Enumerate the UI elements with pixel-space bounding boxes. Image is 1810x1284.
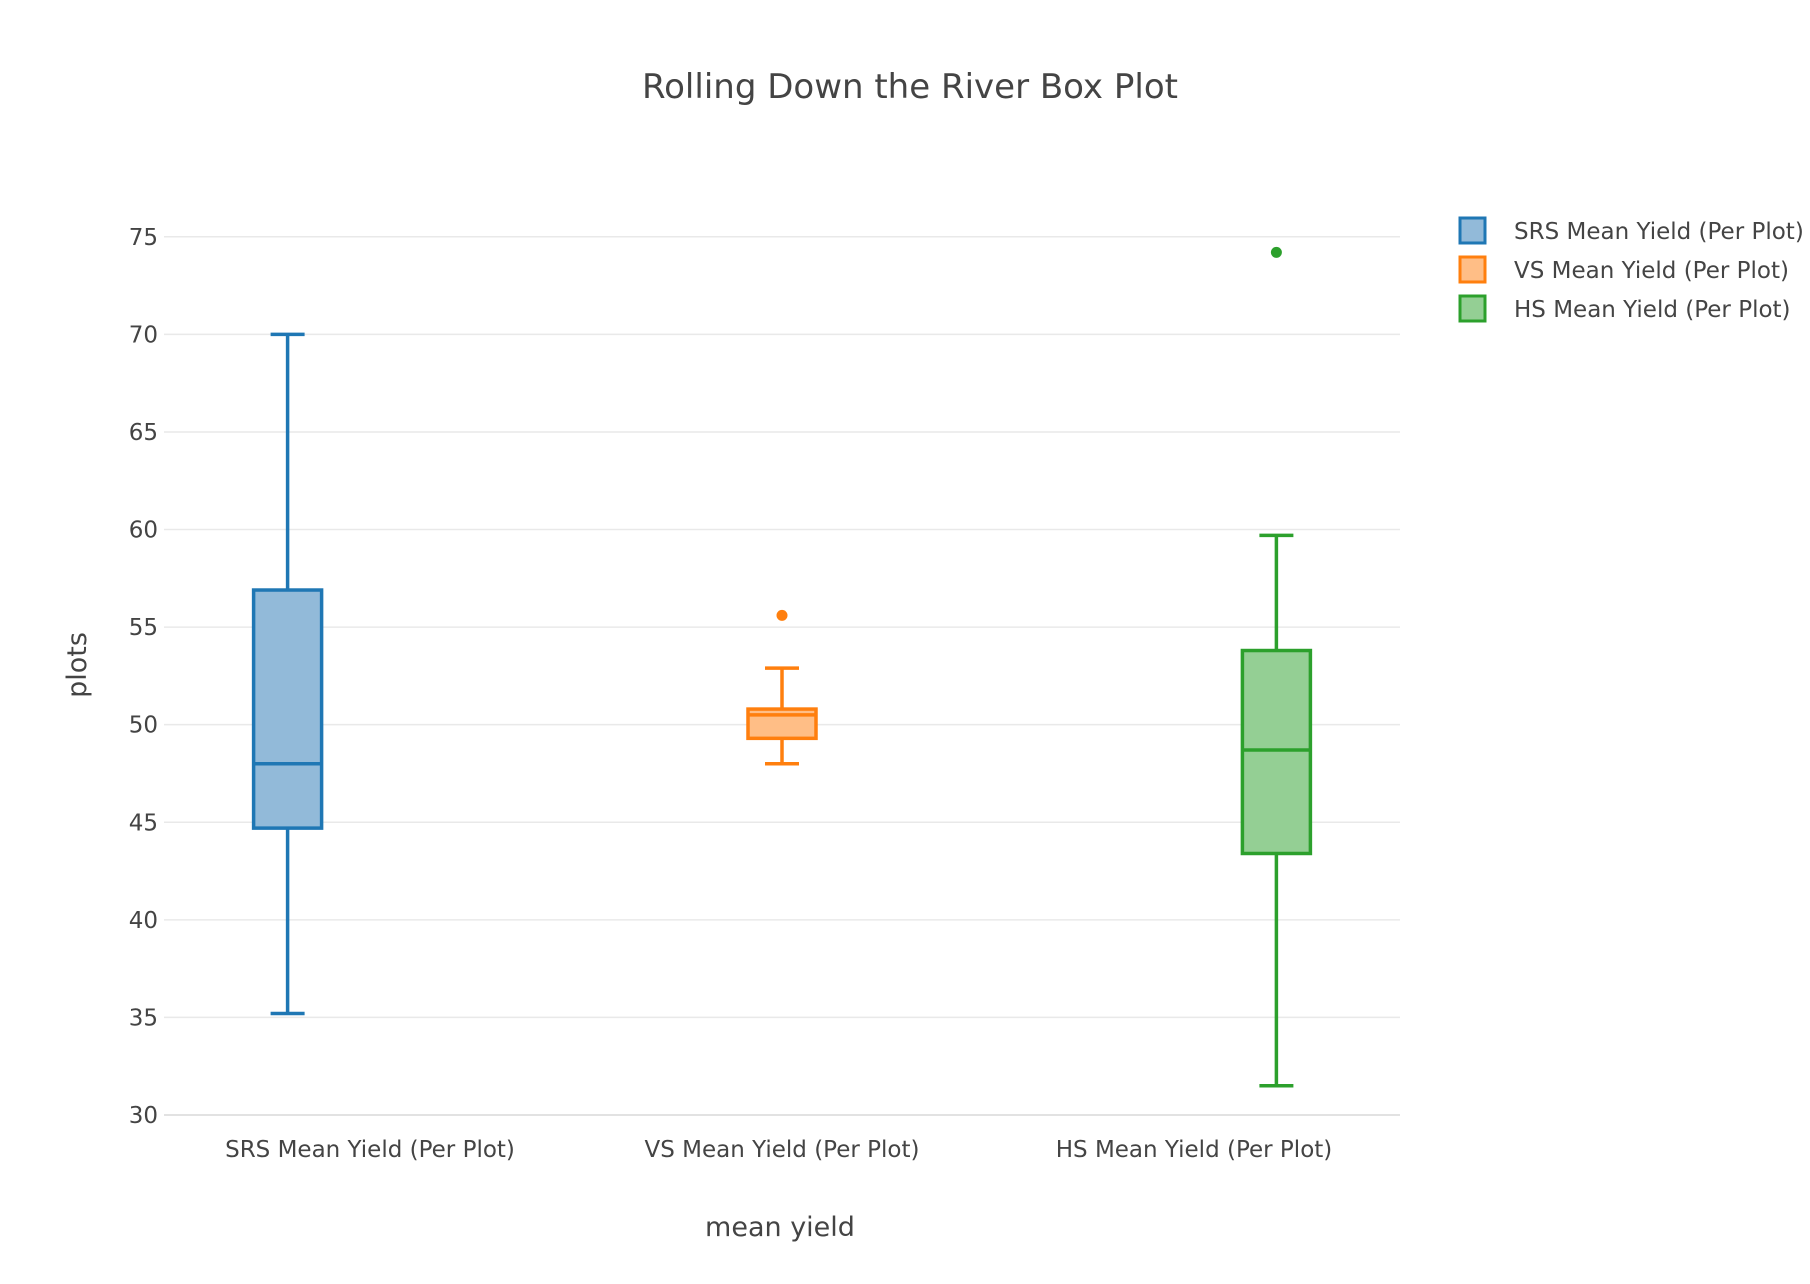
y-tick-label: 35 bbox=[129, 1005, 158, 1031]
y-tick-label: 60 bbox=[129, 518, 158, 544]
x-axis-title: mean yield bbox=[705, 1212, 855, 1243]
legend-label: HS Mean Yield (Per Plot) bbox=[1514, 297, 1791, 323]
y-tick-label: 30 bbox=[129, 1103, 158, 1129]
x-axis-ticks: SRS Mean Yield (Per Plot) VS Mean Yield (… bbox=[225, 1137, 1332, 1163]
y-axis-title: plots bbox=[62, 632, 93, 698]
y-tick-label: 40 bbox=[129, 908, 158, 934]
box-series bbox=[251, 246, 1313, 1088]
legend[interactable]: SRS Mean Yield (Per Plot) VS Mean Yield (… bbox=[1458, 216, 1804, 323]
outlier-point bbox=[776, 609, 788, 621]
chart-title: Rolling Down the River Box Plot bbox=[642, 67, 1178, 107]
y-axis-ticks: 30 35 40 45 50 55 60 65 70 75 bbox=[129, 225, 158, 1129]
x-tick-label: VS Mean Yield (Per Plot) bbox=[645, 1137, 920, 1163]
legend-swatch bbox=[1458, 294, 1487, 323]
x-tick-label: SRS Mean Yield (Per Plot) bbox=[225, 1137, 515, 1163]
legend-swatch bbox=[1458, 216, 1487, 245]
legend-label: SRS Mean Yield (Per Plot) bbox=[1514, 219, 1804, 245]
box-trace bbox=[1240, 246, 1313, 1088]
legend-item[interactable]: HS Mean Yield (Per Plot) bbox=[1458, 294, 1791, 323]
outlier-point bbox=[1270, 246, 1282, 258]
y-tick-label: 65 bbox=[129, 420, 158, 446]
box-body bbox=[251, 588, 324, 830]
box-trace bbox=[251, 332, 324, 1016]
legend-item[interactable]: VS Mean Yield (Per Plot) bbox=[1458, 255, 1789, 284]
box-trace bbox=[746, 609, 818, 766]
y-tick-label: 75 bbox=[129, 225, 158, 251]
legend-item[interactable]: SRS Mean Yield (Per Plot) bbox=[1458, 216, 1804, 245]
legend-swatch bbox=[1458, 255, 1487, 284]
y-tick-label: 50 bbox=[129, 713, 158, 739]
y-tick-label: 70 bbox=[129, 322, 158, 348]
legend-label: VS Mean Yield (Per Plot) bbox=[1514, 258, 1789, 284]
y-tick-label: 55 bbox=[129, 615, 158, 641]
box-body bbox=[1240, 648, 1313, 856]
y-tick-label: 45 bbox=[129, 810, 158, 836]
x-tick-label: HS Mean Yield (Per Plot) bbox=[1056, 1137, 1333, 1163]
